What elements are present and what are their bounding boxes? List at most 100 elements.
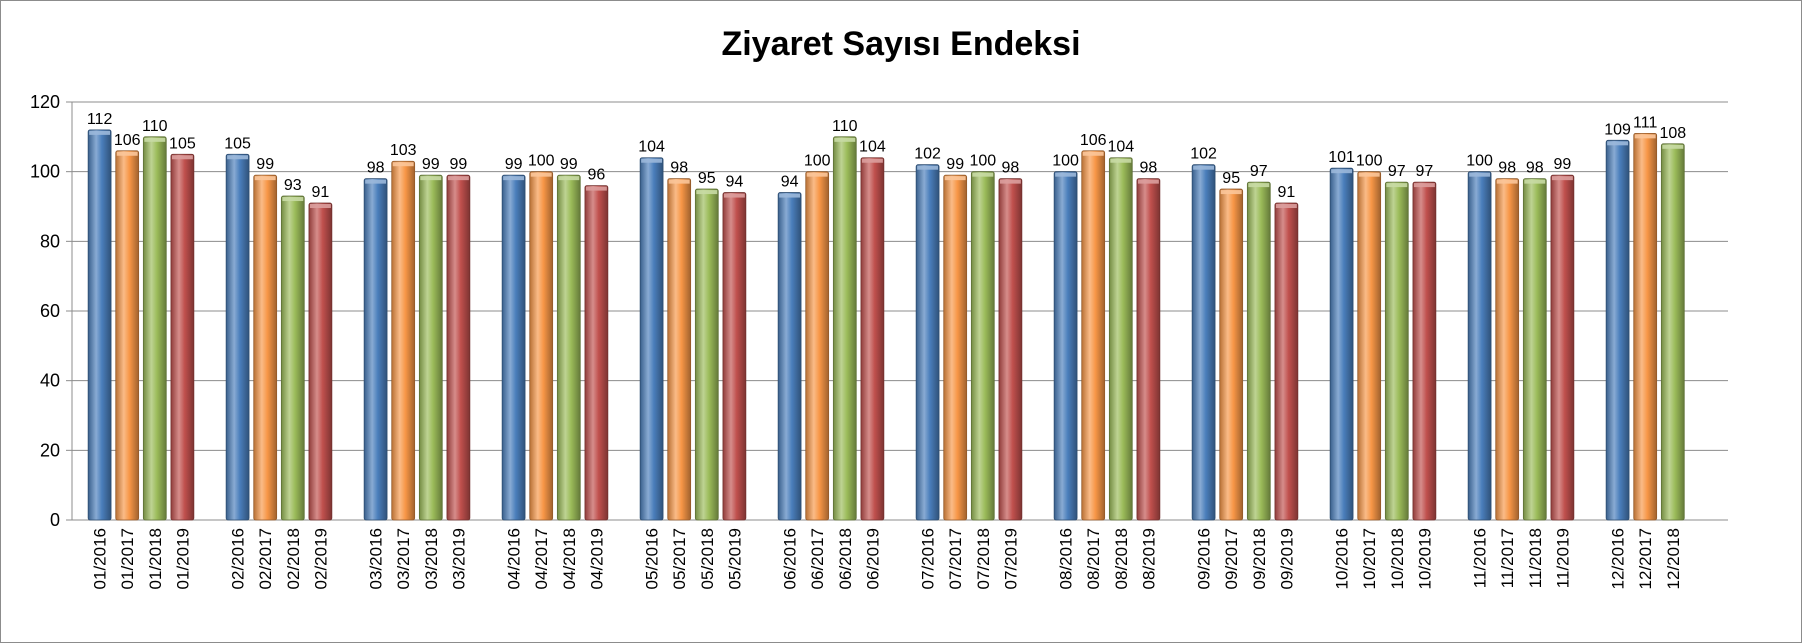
x-tick-labels: 01/2016 01/2017 01/2018 01/2019 02/2016 02/20…	[91, 528, 1683, 589]
x-tick-label: 12/2018	[1664, 528, 1683, 589]
data-label: 98	[367, 160, 385, 177]
data-label: 100	[1466, 153, 1493, 170]
data-label: 98	[670, 160, 688, 177]
data-label: 96	[588, 167, 606, 184]
bar-01-2019	[170, 153, 195, 521]
x-tick-label: 06/2016	[781, 528, 800, 589]
bar-highlight	[171, 155, 193, 160]
data-label: 104	[859, 139, 886, 156]
bar-highlight	[1248, 183, 1270, 188]
x-tick-label: 01/2017	[118, 528, 137, 589]
bar-highlight	[1220, 190, 1242, 195]
data-label: 95	[698, 170, 716, 187]
data-label: 97	[1250, 163, 1268, 180]
x-tick-label: 10/2019	[1415, 528, 1434, 589]
x-tick-label: 07/2017	[946, 528, 965, 589]
bar-highlight	[1634, 134, 1656, 139]
data-label: 99	[450, 156, 468, 173]
data-label: 111	[1633, 114, 1657, 131]
y-tick-label: 120	[30, 92, 60, 112]
bar-10-2018	[1384, 181, 1409, 521]
bar-highlight	[282, 197, 304, 202]
data-label: 91	[1278, 184, 1296, 201]
bar-highlight	[1524, 179, 1546, 184]
data-label: 99	[560, 156, 578, 173]
bar-10-2019	[1412, 181, 1437, 521]
bar-highlight	[89, 130, 111, 135]
data-label: 104	[1107, 139, 1134, 156]
data-label: 98	[1498, 160, 1516, 177]
bar-01-2017	[115, 150, 140, 521]
data-label: 99	[422, 156, 440, 173]
x-tick-label: 01/2016	[91, 528, 110, 589]
bar-highlight	[944, 176, 966, 181]
bar-08-2017	[1081, 150, 1106, 521]
data-label: 100	[804, 153, 831, 170]
chart-title: Ziyaret Sayısı Endeksi	[721, 25, 1081, 63]
bar-highlight	[1275, 204, 1297, 209]
x-tick-label: 02/2019	[311, 528, 330, 589]
data-label: 109	[1604, 121, 1631, 138]
bar-01-2016	[87, 129, 112, 521]
data-label: 104	[638, 139, 665, 156]
bar-03-2018	[418, 174, 443, 521]
y-tick-label: 100	[30, 162, 60, 182]
x-tick-label: 06/2019	[863, 528, 882, 589]
bar-highlight	[585, 186, 607, 191]
bar-05-2016	[639, 157, 664, 521]
data-label: 102	[1190, 146, 1217, 163]
bar-11-2019	[1550, 174, 1575, 521]
bar-highlight	[1662, 144, 1684, 149]
bar-05-2018	[694, 188, 719, 521]
x-tick-label: 05/2016	[643, 528, 662, 589]
x-tick-label: 02/2017	[256, 528, 275, 589]
x-tick-label: 11/2016	[1471, 528, 1490, 588]
data-label: 99	[946, 156, 964, 173]
bar-highlight	[1137, 179, 1159, 184]
bar-highlight	[1055, 172, 1077, 177]
x-tick-label: 11/2018	[1526, 528, 1545, 588]
bar-08-2016	[1053, 171, 1078, 521]
bar-highlight	[309, 204, 331, 209]
bar-highlight	[972, 172, 994, 177]
bar-02-2017	[253, 174, 278, 521]
bar-highlight	[1469, 172, 1491, 177]
gridlines	[72, 101, 1728, 451]
data-label: 97	[1416, 163, 1434, 180]
bar-highlight	[1331, 169, 1353, 174]
bar-highlight	[227, 155, 249, 160]
bar-09-2018	[1246, 181, 1271, 521]
data-label: 100	[1052, 153, 1079, 170]
data-label: 106	[114, 132, 141, 149]
bar-12-2016	[1605, 139, 1630, 521]
bar-12-2017	[1633, 132, 1658, 521]
bar-highlight	[530, 172, 552, 177]
bar-09-2019	[1274, 202, 1299, 521]
bar-highlight	[1193, 165, 1215, 170]
data-label: 106	[1080, 132, 1107, 149]
bar-highlight	[1082, 151, 1104, 156]
bar-04-2017	[529, 171, 554, 521]
bar-06-2017	[805, 171, 830, 521]
bar-08-2019	[1136, 178, 1161, 521]
data-label: 110	[832, 118, 858, 135]
y-tick-label: 20	[40, 440, 60, 460]
x-tick-label: 07/2018	[974, 528, 993, 589]
bar-highlight	[779, 193, 801, 198]
bar-highlight	[447, 176, 469, 181]
bar-04-2016	[501, 174, 526, 521]
data-label: 99	[505, 156, 523, 173]
bar-03-2019	[446, 174, 471, 521]
data-label: 95	[1222, 170, 1240, 187]
bar-highlight	[1413, 183, 1435, 188]
data-label: 105	[169, 135, 196, 152]
bar-11-2018	[1522, 178, 1547, 521]
bars	[87, 129, 1685, 521]
x-tick-label: 05/2017	[670, 528, 689, 589]
bar-10-2017	[1357, 171, 1382, 521]
x-tick-label: 09/2016	[1195, 528, 1214, 589]
x-tick-label: 04/2017	[532, 528, 551, 589]
bar-07-2019	[998, 178, 1023, 521]
x-tick-label: 09/2018	[1250, 528, 1269, 589]
x-tick-label: 08/2018	[1112, 528, 1131, 589]
